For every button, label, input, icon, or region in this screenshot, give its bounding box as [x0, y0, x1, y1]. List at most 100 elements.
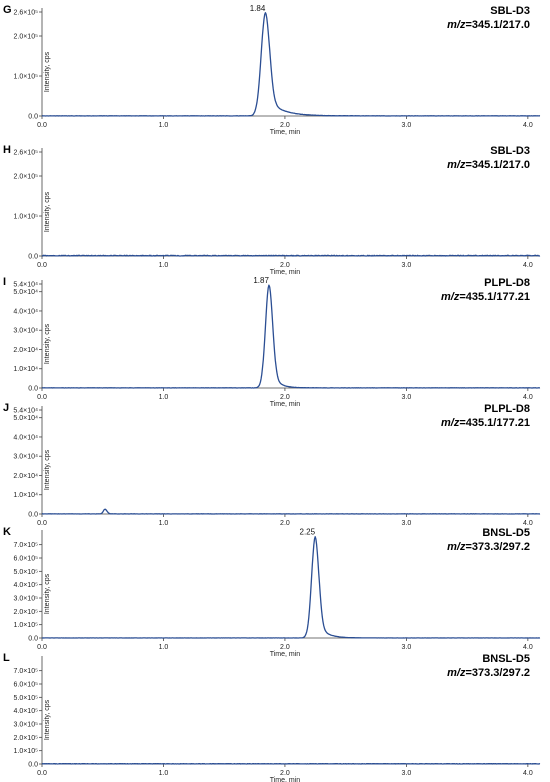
x-tick-label: 2.0: [280, 122, 290, 129]
x-axis-label: Time, min: [270, 401, 301, 408]
x-tick-label: 0.0: [37, 770, 47, 777]
chromatogram-panel-j: J PLPL-D8 m/z=435.1/177.21 0.0 1.0×10⁴ 2.0×10…: [3, 402, 541, 527]
y-tick-label: 2.0×10⁴: [13, 347, 38, 354]
chromatogram-trace: [41, 284, 541, 389]
y-tick-label: 5.0×10⁵: [13, 569, 38, 576]
mz-prefix: m/z: [441, 417, 460, 429]
panel-letter: J: [3, 402, 9, 414]
chromatogram-panel-l: L BNSL-D5 m/z=373.3/297.2 0.0 1.0×10⁵ 2.0×10⁵…: [3, 652, 541, 782]
y-tick-label: 1.0×10⁵: [13, 214, 38, 221]
y-tick-label: 0.0: [28, 762, 38, 769]
mz-prefix: m/z: [447, 159, 466, 171]
x-tick-label: 3.0: [402, 394, 412, 401]
y-axis-label: Intensity, cps: [44, 449, 51, 490]
mz-prefix: m/z: [447, 667, 466, 679]
x-axis-label: Time, min: [270, 129, 301, 136]
y-tick-label: 4.0×10⁵: [13, 708, 38, 715]
y-tick-label: 2.0×10⁵: [13, 34, 38, 41]
y-tick-label: 0.0: [28, 114, 38, 121]
compound-name: SBL-D3: [490, 5, 530, 17]
y-axis-label: Intensity, cps: [44, 191, 51, 232]
mz-prefix: m/z: [441, 291, 460, 303]
x-tick-label: 2.0: [280, 644, 290, 651]
chromatogram-panel-h: H SBL-D3 m/z=345.1/217.0 0.0 1.0×10⁵ 2.0×10⁵ 2…: [3, 144, 541, 276]
y-axis-label: Intensity, cps: [44, 699, 51, 740]
compound-name: BNSL-D5: [482, 653, 530, 665]
y-tick-label: 0.0: [28, 636, 38, 643]
y-tick-label: 5.0×10⁴: [13, 415, 38, 422]
y-tick-label: 1.0×10⁵: [13, 622, 38, 629]
y-tick-label: 0.0: [28, 254, 38, 261]
panel-letter: K: [3, 526, 11, 538]
panel-letter: G: [3, 4, 12, 16]
x-tick-label: 0.0: [37, 644, 47, 651]
mz-value: =345.1/217.0: [465, 19, 530, 31]
x-tick-label: 1.0: [159, 644, 169, 651]
compound-name: BNSL-D5: [482, 527, 530, 539]
y-tick-label: 7.0×10⁵: [13, 542, 38, 549]
y-tick-label: 0.0: [28, 512, 38, 519]
x-tick-label: 0.0: [37, 122, 47, 129]
x-tick-label: 4.0: [523, 520, 533, 527]
mz-transition: m/z=373.3/297.2: [447, 667, 530, 679]
y-tick-label: 4.0×10⁵: [13, 582, 38, 589]
y-tick-label: 2.6×10⁵: [13, 10, 38, 17]
y-tick-label: 4.0×10⁴: [13, 434, 38, 441]
panel-letter: L: [3, 652, 10, 664]
x-tick-label: 2.0: [280, 394, 290, 401]
x-tick-label: 3.0: [402, 520, 412, 527]
mz-transition: m/z=345.1/217.0: [447, 159, 530, 171]
y-tick-label: 3.0×10⁵: [13, 596, 38, 603]
x-tick-label: 4.0: [523, 770, 533, 777]
chromatogram-panel-g: G SBL-D3 m/z=345.1/217.0 0.0 1.0×10⁵ 2.0×10⁵ 2…: [3, 4, 541, 136]
y-axis-label: Intensity, cps: [44, 573, 51, 614]
x-tick-label: 3.0: [402, 644, 412, 651]
y-tick-label: 2.0×10⁴: [13, 473, 38, 480]
y-tick-label: 5.4×10⁴: [13, 408, 38, 415]
y-tick-label: 2.0×10⁵: [13, 174, 38, 181]
peak-rt-label: 1.84: [250, 4, 266, 13]
y-tick-label: 3.0×10⁴: [13, 454, 38, 461]
x-tick-label: 3.0: [402, 122, 412, 129]
mz-transition: m/z=345.1/217.0: [447, 19, 530, 31]
y-tick-label: 0.0: [28, 386, 38, 393]
x-tick-label: 4.0: [523, 394, 533, 401]
x-tick-label: 2.0: [280, 770, 290, 777]
y-tick-label: 4.0×10⁴: [13, 308, 38, 315]
chromatogram-trace: [41, 508, 541, 515]
y-tick-label: 3.0×10⁴: [13, 328, 38, 335]
chromatogram-trace: [41, 536, 541, 639]
y-tick-label: 1.0×10⁴: [13, 366, 38, 373]
x-axis-label: Time, min: [270, 777, 301, 782]
mz-value: =345.1/217.0: [465, 159, 530, 171]
x-tick-label: 4.0: [523, 122, 533, 129]
x-tick-label: 1.0: [159, 122, 169, 129]
y-tick-label: 5.0×10⁴: [13, 289, 38, 296]
x-tick-label: 0.0: [37, 394, 47, 401]
compound-name: SBL-D3: [490, 145, 530, 157]
y-tick-label: 2.0×10⁵: [13, 609, 38, 616]
y-tick-label: 1.0×10⁵: [13, 748, 38, 755]
y-tick-label: 3.0×10⁵: [13, 722, 38, 729]
x-tick-label: 4.0: [523, 262, 533, 269]
mz-prefix: m/z: [447, 19, 466, 31]
x-tick-label: 4.0: [523, 644, 533, 651]
mz-value: =435.1/177.21: [459, 417, 530, 429]
mz-transition: m/z=435.1/177.21: [441, 291, 530, 303]
x-tick-label: 1.0: [159, 262, 169, 269]
mz-value: =373.3/297.2: [465, 541, 530, 553]
x-tick-label: 3.0: [402, 770, 412, 777]
x-tick-label: 2.0: [280, 520, 290, 527]
x-tick-label: 3.0: [402, 262, 412, 269]
compound-name: PLPL-D8: [484, 277, 530, 289]
x-tick-label: 1.0: [159, 394, 169, 401]
x-axis-label: Time, min: [270, 651, 301, 658]
chromatogram-trace: [42, 12, 541, 117]
y-tick-label: 1.0×10⁵: [13, 74, 38, 81]
y-tick-label: 2.6×10⁵: [13, 150, 38, 157]
y-tick-label: 1.0×10⁴: [13, 492, 38, 499]
x-tick-label: 0.0: [37, 262, 47, 269]
mz-transition: m/z=373.3/297.2: [447, 541, 530, 553]
y-axis-label: Intensity, cps: [44, 323, 51, 364]
